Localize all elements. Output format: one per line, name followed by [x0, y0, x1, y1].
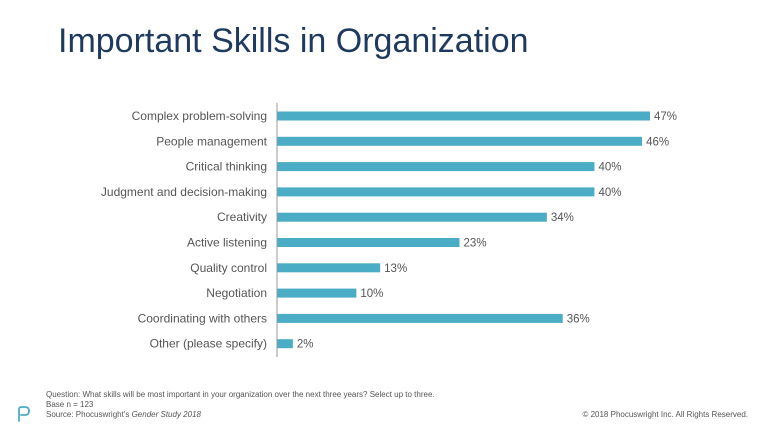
category-label: People management [156, 134, 267, 148]
bar [277, 339, 293, 349]
bar [277, 313, 563, 323]
footer-notes: Question: What skills will be most impor… [46, 390, 435, 420]
bar-value-label: 36% [567, 313, 590, 325]
page-title: Important Skills in Organization [58, 22, 529, 60]
bar [277, 288, 357, 298]
bar-value-label: 34% [551, 212, 574, 224]
category-label: Judgment and decision-making [101, 185, 267, 199]
bar [277, 238, 460, 247]
source-note: Source: Phocuswright's Gender Study 2018 [46, 410, 435, 420]
bar-value-label: 23% [464, 238, 487, 250]
category-label: Coordinating with others [138, 311, 267, 325]
bar-value-label: 46% [646, 136, 669, 148]
copyright-text: © 2018 Phocuswright Inc. All Rights Rese… [582, 410, 748, 419]
bar [277, 263, 381, 273]
bar-value-label: 47% [654, 111, 677, 123]
bar [277, 212, 547, 222]
bar-value-label: 10% [360, 288, 383, 300]
sample-base: Base n = 123 [46, 400, 94, 409]
bar-value-label: 13% [384, 263, 407, 275]
category-label: Complex problem-solving [132, 109, 267, 123]
source-title: Gender Study 2018 [131, 410, 201, 419]
bar [277, 136, 643, 146]
category-label: Creativity [217, 210, 267, 224]
bar [277, 187, 595, 197]
bars-group: Complex problem-solving 47% People managem… [101, 109, 677, 351]
bar-value-label: 40% [598, 162, 621, 174]
category-label: Quality control [190, 261, 267, 275]
bar-value-label: 2% [297, 339, 314, 351]
category-label: Active listening [187, 236, 267, 250]
bar [277, 111, 650, 121]
survey-question: Question: What skills will be most impor… [46, 390, 435, 399]
category-label: Other (please specify) [150, 337, 267, 351]
bar [277, 162, 595, 172]
source-prefix: Source: Phocuswright's [46, 410, 132, 419]
bar-value-label: 40% [598, 187, 621, 199]
category-label: Critical thinking [186, 160, 267, 174]
category-label: Negotiation [206, 286, 267, 300]
phocuswright-logo-icon [18, 406, 30, 422]
